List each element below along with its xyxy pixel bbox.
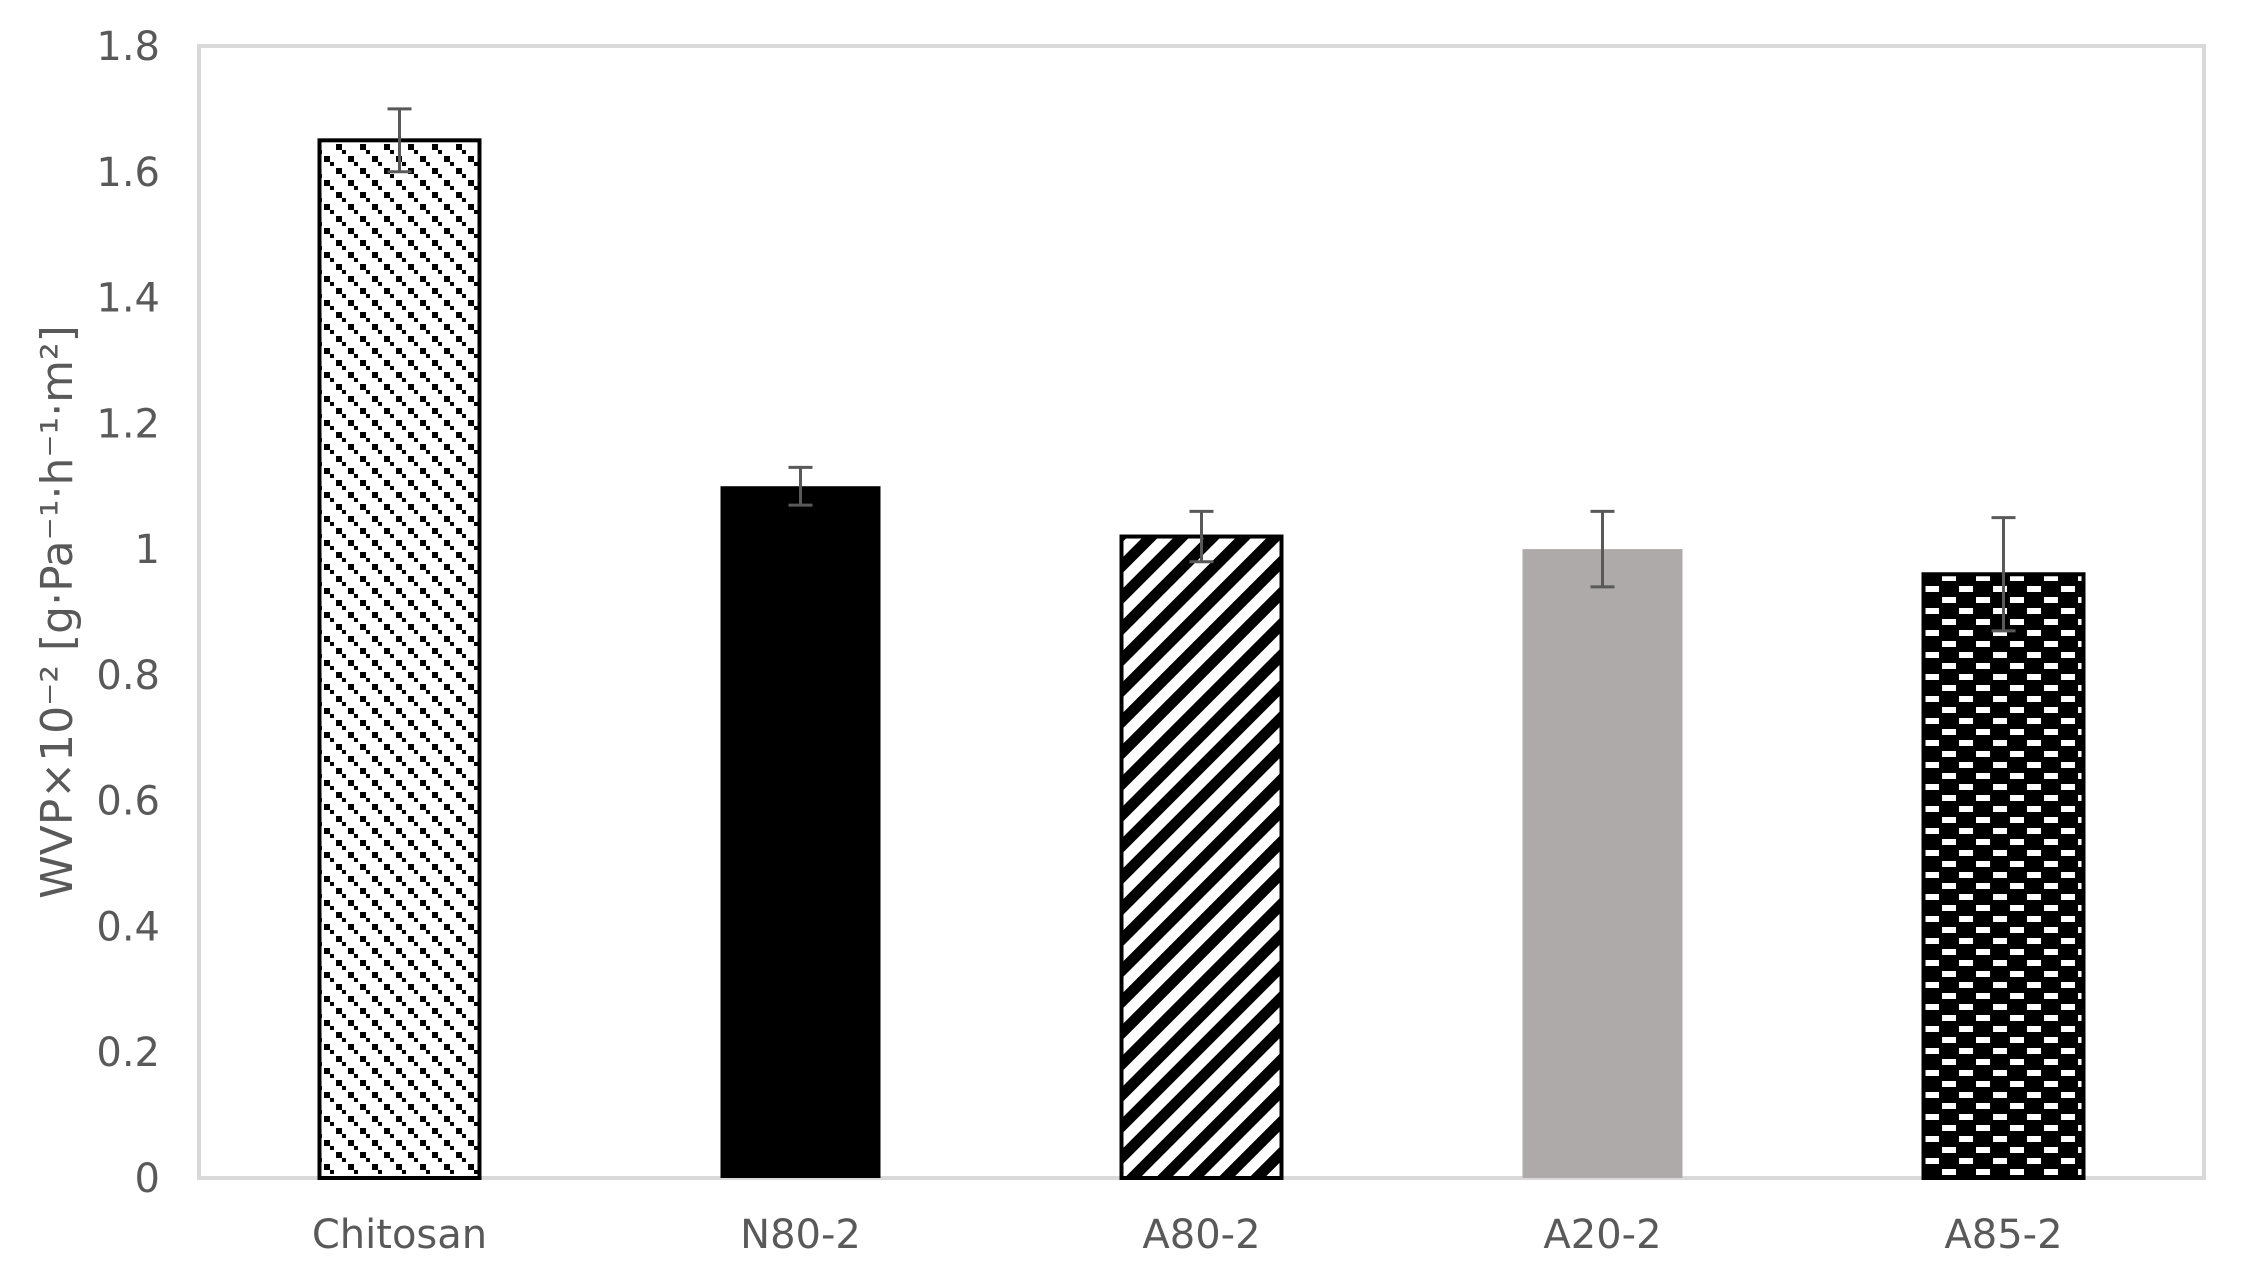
- y-tick-label: 1.2: [96, 401, 160, 447]
- y-tick-label: 1.4: [96, 276, 160, 322]
- x-axis-labels: Chitosan N80-2 A80-2 A20-2 A85-2: [312, 1212, 2063, 1258]
- x-tick-label: A80-2: [1142, 1212, 1260, 1258]
- bar-a20-2: [1522, 549, 1683, 1178]
- x-tick-label: N80-2: [740, 1212, 861, 1258]
- x-tick-label: A85-2: [1944, 1212, 2062, 1258]
- bar-chitosan: [317, 138, 482, 1180]
- y-tick-label: 0: [135, 1156, 160, 1202]
- bar-a80-2: [1119, 534, 1284, 1180]
- y-tick-label: 1.8: [96, 24, 160, 70]
- error-bar-chitosan: [387, 107, 412, 174]
- bar-n80-2: [720, 486, 881, 1178]
- error-bar-n80-2: [788, 465, 813, 507]
- y-axis-ticks: 0 0.2 0.4 0.6 0.8 1 1.2 1.4 1.6 1.8: [96, 24, 160, 1202]
- y-tick-label: 1: [135, 527, 160, 573]
- x-tick-label: A20-2: [1543, 1212, 1661, 1258]
- y-tick-label: 0.4: [96, 904, 160, 950]
- y-tick-label: 0.6: [96, 779, 160, 825]
- error-bar-a80-2: [1189, 509, 1214, 564]
- error-bar-a85-2: [1991, 516, 2016, 633]
- x-tick-label: Chitosan: [312, 1212, 487, 1258]
- y-tick-label: 0.8: [96, 653, 160, 699]
- bars: [317, 138, 2086, 1180]
- error-bar-a20-2: [1590, 509, 1615, 589]
- bar-a85-2: [1921, 572, 2086, 1180]
- y-tick-label: 0.2: [96, 1030, 160, 1076]
- y-axis-title: WVP×10⁻² [g·Pa⁻¹·h⁻¹·m²]: [32, 325, 83, 899]
- error-bars: [387, 107, 2016, 633]
- y-tick-label: 1.6: [96, 150, 160, 196]
